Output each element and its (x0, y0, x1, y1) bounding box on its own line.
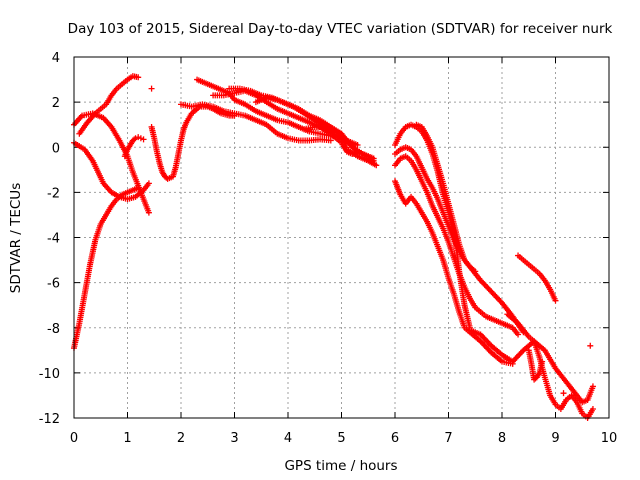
data-point (137, 135, 144, 142)
chart-title: Day 103 of 2015, Sidereal Day-to-day VTE… (68, 21, 613, 37)
data-point (148, 85, 155, 92)
y-tick-label: -6 (47, 277, 60, 292)
x-tick-label: 9 (551, 431, 559, 446)
x-tick-label: 1 (123, 431, 131, 446)
x-tick-label: 7 (444, 431, 452, 446)
data-point (132, 135, 139, 142)
data-point (145, 209, 152, 216)
data-point (135, 184, 142, 191)
data-point (560, 390, 567, 397)
data-point (552, 297, 559, 304)
y-tick-label: -10 (39, 367, 60, 382)
x-tick-label: 3 (230, 431, 238, 446)
data-point (135, 74, 142, 81)
y-tick-label: 0 (52, 141, 60, 156)
y-tick-label: 4 (52, 51, 60, 66)
x-tick-label: 8 (498, 431, 506, 446)
x-tick-label: 6 (391, 431, 399, 446)
y-tick-label: -4 (47, 232, 60, 247)
data-point (589, 405, 596, 412)
data-point (373, 162, 380, 169)
data-point (135, 134, 142, 141)
x-axis-label: GPS time / hours (284, 458, 397, 474)
data-point (589, 383, 596, 390)
data-points (71, 73, 596, 421)
x-tick-label: 10 (601, 431, 618, 446)
y-axis-label: SDTVAR / TECUs (8, 183, 24, 293)
data-point (354, 141, 361, 148)
y-tick-label: 2 (52, 96, 60, 111)
data-point (145, 180, 152, 187)
data-point (472, 268, 479, 275)
y-tick-label: -2 (47, 186, 60, 201)
data-point (140, 136, 147, 143)
x-tick-label: 0 (70, 431, 78, 446)
y-tick-label: -8 (47, 322, 60, 337)
data-point (587, 342, 594, 349)
data-point (131, 136, 138, 143)
x-tick-label: 5 (337, 431, 345, 446)
y-tick-label: -12 (39, 412, 60, 427)
x-tick-label: 2 (177, 431, 185, 446)
plot-frame (73, 56, 610, 419)
tick-labels: 0 1 2 3 4 5 6 7 8 9 10 4 2 0 -2 -4 -6 -8 -10 -12 (39, 51, 618, 446)
data-point (515, 331, 522, 338)
x-tick-label: 4 (284, 431, 292, 446)
data-point (539, 358, 546, 365)
